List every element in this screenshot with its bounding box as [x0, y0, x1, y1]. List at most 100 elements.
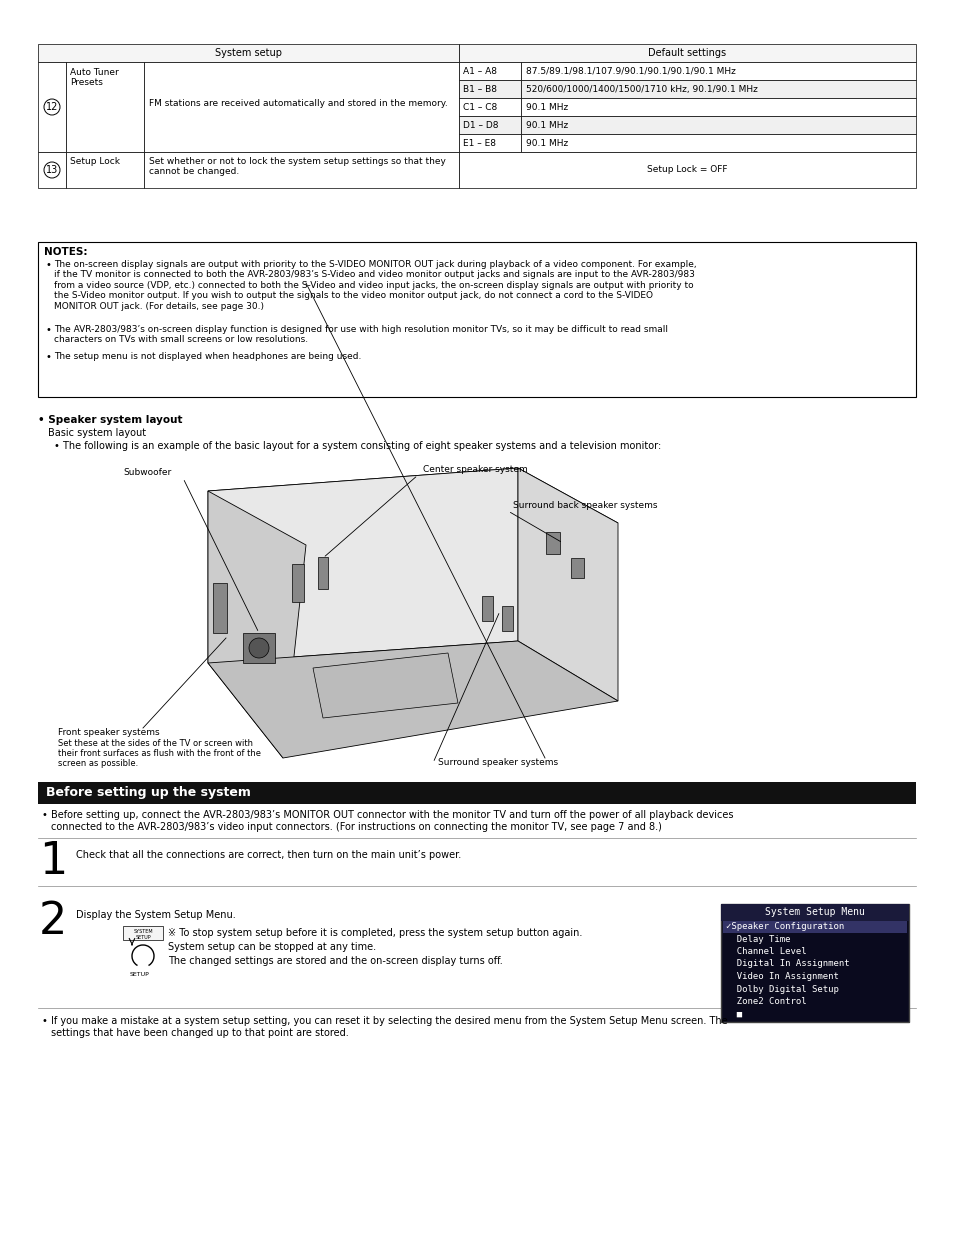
Text: ※ To stop system setup before it is completed, press the system setup button aga: ※ To stop system setup before it is comp… [168, 928, 581, 938]
Text: System Setup Menu: System Setup Menu [764, 907, 864, 917]
Text: 1: 1 [39, 840, 67, 883]
Text: FM stations are received automatically and stored in the memory.: FM stations are received automatically a… [149, 99, 447, 108]
Text: B1 – B8: B1 – B8 [462, 85, 497, 94]
Text: Set whether or not to lock the system setup settings so that they
cannot be chan: Set whether or not to lock the system se… [149, 157, 445, 177]
Text: If you make a mistake at a system setup setting, you can reset it by selecting t: If you make a mistake at a system setup … [51, 1016, 727, 1038]
Bar [144, 62, 458, 152]
Text: System setup: System setup [214, 48, 282, 58]
Text: Center speaker system: Center speaker system [422, 465, 527, 474]
Text: Set these at the sides of the TV or screen with: Set these at the sides of the TV or scre… [58, 738, 253, 748]
Text: •: • [46, 353, 51, 362]
Text: • The following is an example of the basic layout for a system consisting of eig: • The following is an example of the bas… [54, 442, 660, 452]
Bar [520, 116, 915, 134]
Text: Subwoofer: Subwoofer [123, 468, 172, 477]
Text: •: • [42, 1016, 48, 1025]
Text: A1 – A8: A1 – A8 [462, 67, 497, 75]
Bar [66, 62, 144, 152]
Text: Auto Tuner
Presets: Auto Tuner Presets [70, 68, 118, 88]
Text: 520/600/1000/1400/1500/1710 kHz, 90.1/90.1 MHz: 520/600/1000/1400/1500/1710 kHz, 90.1/90… [525, 85, 757, 94]
Polygon shape [208, 491, 306, 758]
Bar [38, 242, 915, 397]
Polygon shape [517, 468, 618, 701]
Text: •: • [42, 810, 48, 820]
Bar [317, 557, 328, 589]
Text: Basic system layout: Basic system layout [48, 428, 146, 438]
Text: Setup Lock = OFF: Setup Lock = OFF [646, 166, 727, 174]
Text: 2: 2 [39, 901, 68, 943]
Bar [482, 595, 493, 621]
Text: •: • [46, 260, 51, 270]
Bar [458, 62, 520, 80]
Text: The on-screen display signals are output with priority to the S-VIDEO MONITOR OU: The on-screen display signals are output… [54, 260, 696, 310]
Text: 87.5/89.1/98.1/107.9/90.1/90.1/90.1/90.1 MHz: 87.5/89.1/98.1/107.9/90.1/90.1/90.1/90.1… [525, 67, 735, 75]
Text: screen as possible.: screen as possible. [58, 760, 138, 768]
Bar [38, 45, 458, 62]
Bar [502, 605, 513, 631]
Bar [720, 904, 908, 922]
Text: Digital In Assignment: Digital In Assignment [725, 960, 849, 969]
Bar [38, 782, 915, 804]
Text: Front speaker systems: Front speaker systems [58, 729, 159, 737]
Bar [292, 564, 304, 602]
Text: Delay Time: Delay Time [725, 934, 790, 944]
Text: ✓Speaker Configuration: ✓Speaker Configuration [725, 922, 843, 931]
Bar [38, 62, 66, 152]
Bar [520, 62, 915, 80]
Text: Before setting up, connect the AVR-2803/983’s MONITOR OUT connector with the mon: Before setting up, connect the AVR-2803/… [51, 810, 733, 831]
Text: 90.1 MHz: 90.1 MHz [525, 103, 568, 113]
Bar [458, 116, 520, 134]
Text: their front surfaces as flush with the front of the: their front surfaces as flush with the f… [58, 748, 261, 758]
Text: NOTES:: NOTES: [44, 247, 88, 257]
Text: C1 – C8: C1 – C8 [462, 103, 497, 113]
Text: 90.1 MHz: 90.1 MHz [525, 121, 568, 130]
Text: Setup Lock: Setup Lock [70, 157, 120, 166]
Text: The setup menu is not displayed when headphones are being used.: The setup menu is not displayed when hea… [54, 353, 361, 361]
Bar [123, 927, 163, 940]
Bar [571, 558, 584, 578]
Text: SYSTEM
SETUP: SYSTEM SETUP [133, 929, 152, 940]
Bar [720, 904, 908, 1022]
Text: System setup can be stopped at any time.: System setup can be stopped at any time. [168, 943, 375, 952]
Bar [66, 152, 144, 188]
Text: ■: ■ [725, 1009, 741, 1018]
Text: Dolby Digital Setup: Dolby Digital Setup [725, 985, 838, 993]
Bar [722, 922, 906, 933]
Bar [520, 80, 915, 98]
Text: Before setting up the system: Before setting up the system [46, 785, 251, 799]
Polygon shape [313, 653, 457, 717]
Text: Video In Assignment: Video In Assignment [725, 972, 838, 981]
Text: The changed settings are stored and the on-screen display turns off.: The changed settings are stored and the … [168, 956, 502, 966]
Bar [545, 532, 559, 554]
Bar [458, 134, 520, 152]
Text: Channel Level: Channel Level [725, 948, 806, 956]
Text: E1 – E8: E1 – E8 [462, 139, 496, 148]
Polygon shape [208, 468, 517, 663]
Bar [458, 80, 520, 98]
Bar [458, 98, 520, 116]
Bar [243, 633, 274, 663]
Bar [458, 45, 915, 62]
Bar [144, 152, 458, 188]
Bar [213, 583, 227, 633]
Text: D1 – D8: D1 – D8 [462, 121, 498, 130]
Text: 13: 13 [46, 165, 58, 174]
Text: Surround back speaker systems: Surround back speaker systems [513, 501, 657, 510]
Text: Display the System Setup Menu.: Display the System Setup Menu. [76, 910, 235, 920]
Polygon shape [208, 468, 618, 546]
Bar [38, 152, 66, 188]
Text: • Speaker system layout: • Speaker system layout [38, 414, 182, 426]
Text: Surround speaker systems: Surround speaker systems [437, 758, 558, 767]
Bar [458, 152, 915, 188]
Polygon shape [208, 641, 618, 758]
Bar [520, 98, 915, 116]
Text: Default settings: Default settings [648, 48, 726, 58]
Text: •: • [46, 325, 51, 335]
Bar [520, 134, 915, 152]
Text: 90.1 MHz: 90.1 MHz [525, 139, 568, 148]
Circle shape [249, 638, 269, 658]
Text: SETUP: SETUP [130, 972, 150, 977]
Text: Zone2 Control: Zone2 Control [725, 997, 806, 1006]
Text: Check that all the connections are correct, then turn on the main unit’s power.: Check that all the connections are corre… [76, 850, 460, 860]
Text: 12: 12 [46, 101, 58, 113]
Text: The AVR-2803/983’s on-screen display function is designed for use with high reso: The AVR-2803/983’s on-screen display fun… [54, 325, 667, 344]
